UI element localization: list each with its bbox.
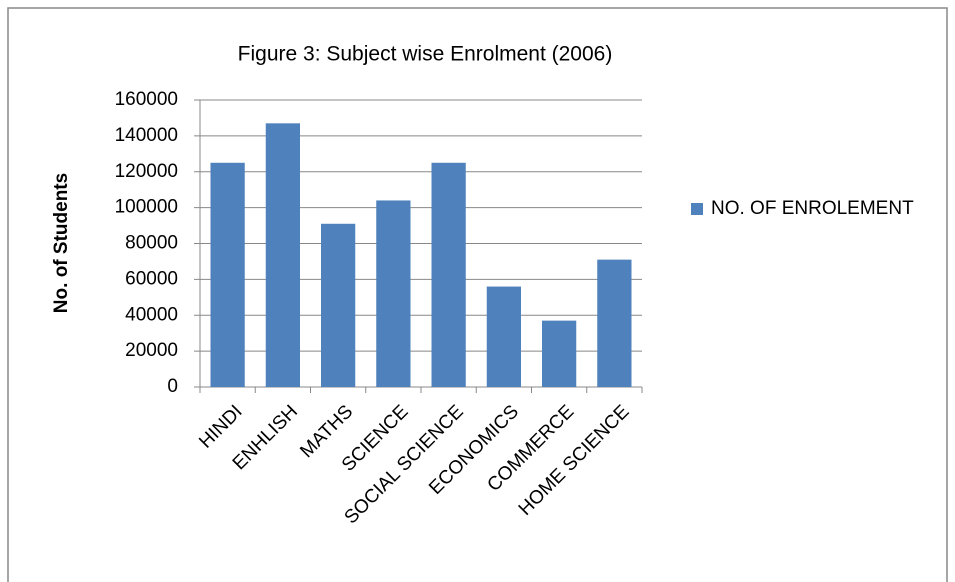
y-axis-title: No. of Students [51,173,72,313]
legend-swatch [691,203,703,215]
chart-frame [7,7,948,582]
bar [541,320,577,387]
bar [320,223,356,387]
y-tick-label: 120000 [115,161,178,182]
y-tick-label: 100000 [115,197,178,218]
bar [486,286,522,387]
legend-label: NO. OF ENROLEMENT [711,198,914,219]
y-tick-label: 40000 [125,304,178,325]
y-tick-label: 80000 [125,233,178,254]
bar [376,200,411,387]
bar [431,162,466,387]
y-tick-label: 60000 [125,268,178,289]
y-tick-label: 20000 [125,340,178,361]
bar [597,259,632,387]
y-tick-label: 160000 [115,89,178,110]
y-tick-label: 140000 [115,125,178,146]
chart-title: Figure 3: Subject wise Enrolment (2006) [238,43,613,66]
bar [265,123,301,387]
bar [210,162,245,387]
y-tick-label: 0 [167,376,178,397]
